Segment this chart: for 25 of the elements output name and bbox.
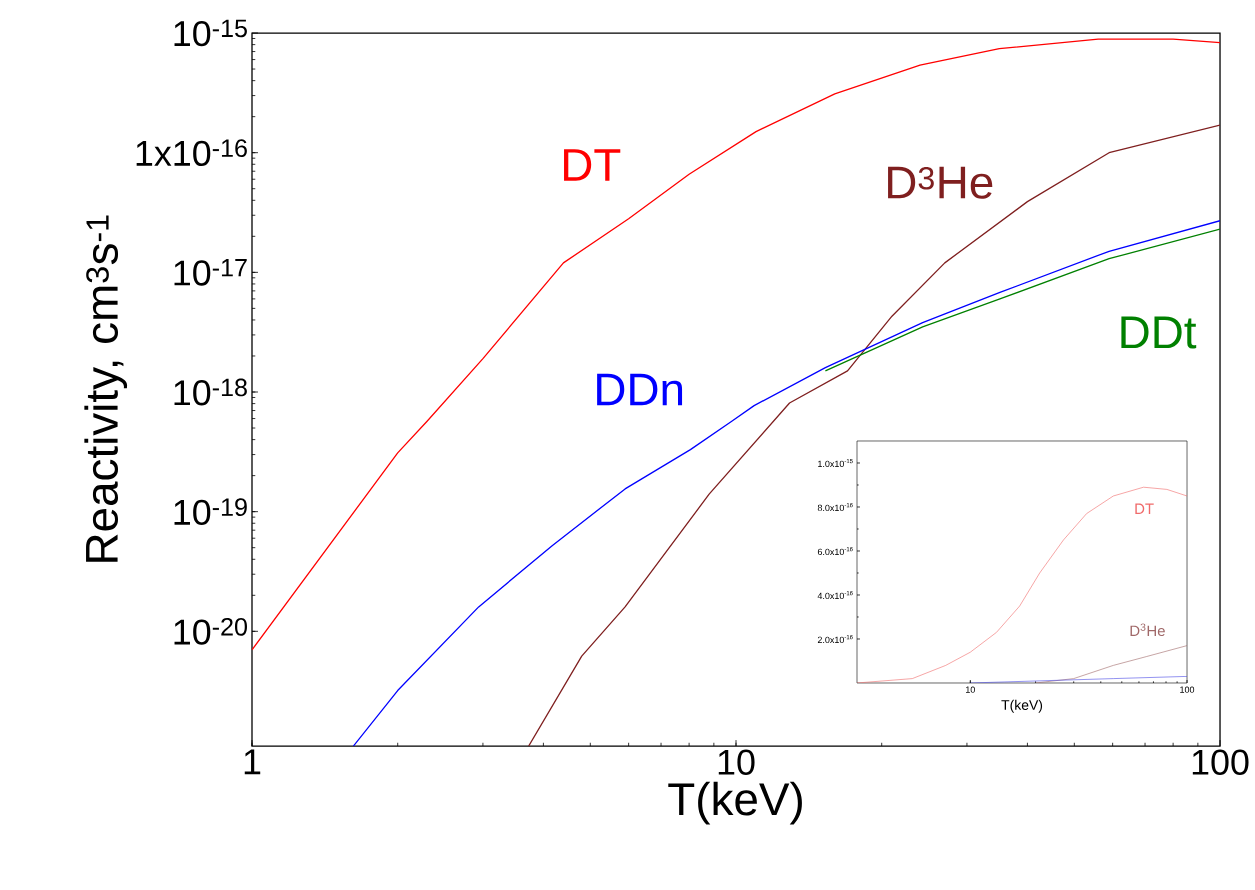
x-tick-label: 10 (718, 749, 755, 775)
y-tick-label: 6.0x10$^{-16}$ (817, 546, 853, 556)
series-label: DDn (597, 373, 683, 406)
y-tick-label: 10$^{-18}$ (174, 378, 247, 406)
series-label: D$^{3}$He (888, 166, 993, 199)
y-tick-label: 4.0x10$^{-16}$ (817, 590, 853, 600)
x-axis-title: T(keV) (1001, 699, 1043, 713)
series-label: DT (564, 149, 621, 181)
x-tick-label: 100 (1192, 749, 1249, 775)
series-label: DT (1135, 503, 1154, 514)
x-tick-label: 1 (244, 749, 261, 775)
x-axis-title: T(keV) (668, 781, 802, 825)
y-tick-label: 10$^{-19}$ (174, 498, 247, 526)
y-tick-label: 10$^{-20}$ (174, 617, 247, 645)
series-label: D$^{3}$He (1130, 623, 1165, 637)
x-tick-label: 10 (966, 686, 975, 693)
y-tick-label: 10$^{-15}$ (174, 19, 247, 47)
y-tick-label: 2.0x10$^{-16}$ (817, 634, 853, 644)
y-tick-label: 10$^{-17}$ (174, 259, 247, 286)
y-tick-label: 8.0x10$^{-16}$ (817, 502, 853, 512)
y-axis-title: Reactivity, cm$^{3}$s$^{-1}$ (84, 215, 128, 562)
x-tick-label: 100 (1180, 686, 1195, 693)
y-tick-label: 1.0x10$^{-15}$ (818, 459, 853, 468)
series-label: DDt (1121, 316, 1197, 349)
y-tick-label: 1x10$^{-16}$ (136, 139, 247, 167)
